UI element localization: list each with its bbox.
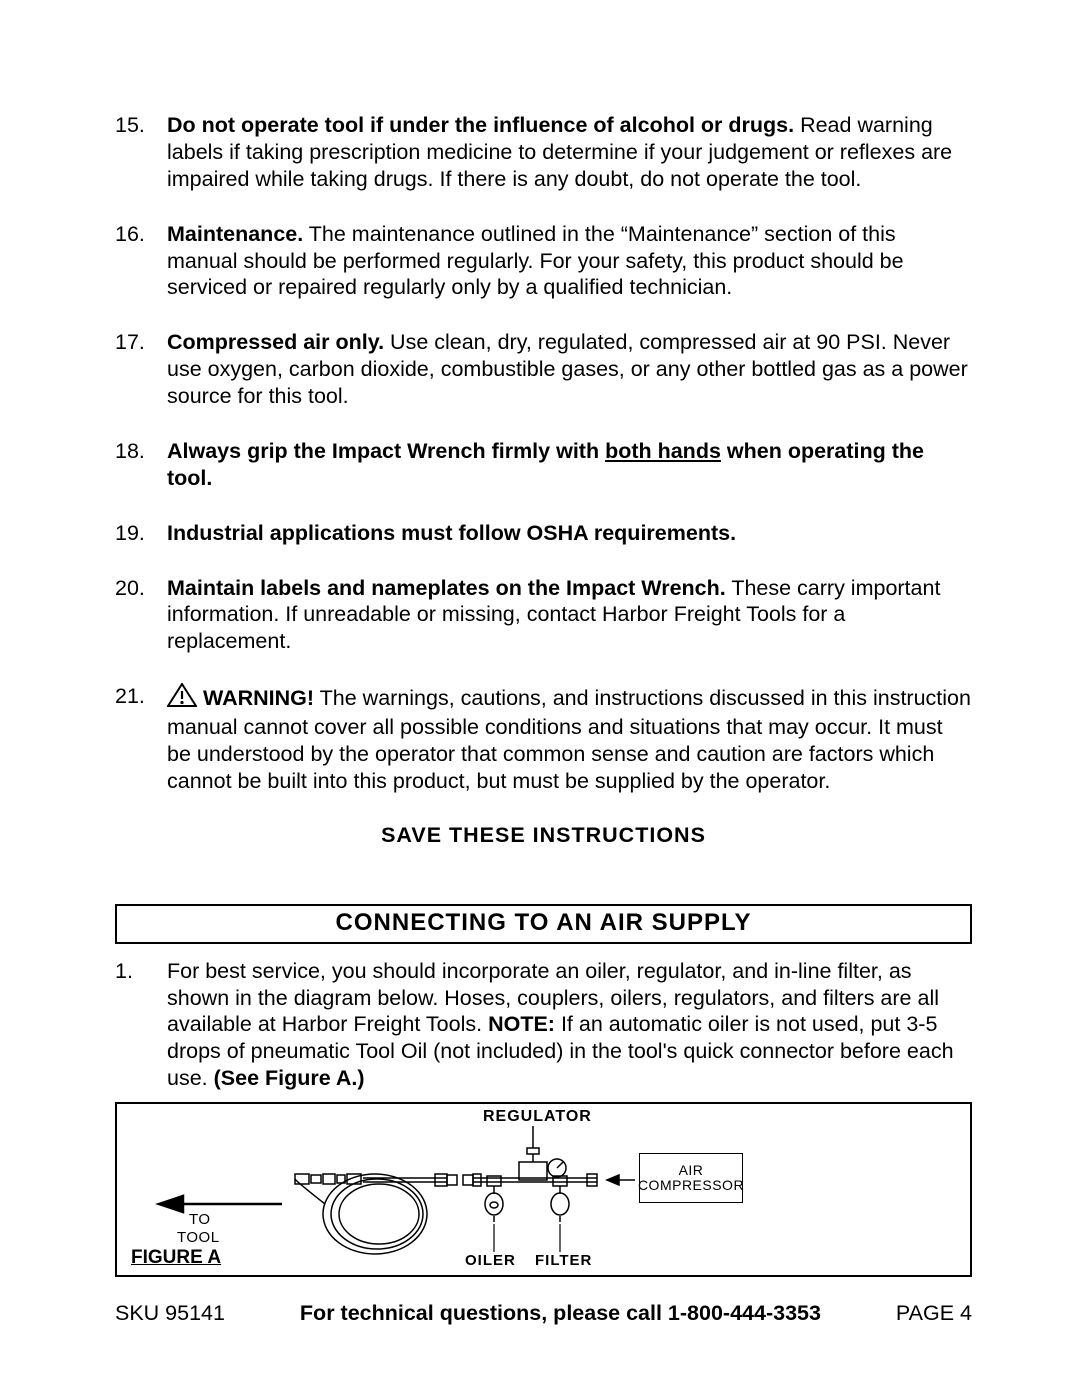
- item-bold: WARNING!: [203, 686, 314, 710]
- compressor-box: AIRCOMPRESSOR: [639, 1153, 743, 1203]
- to-label: TO: [189, 1212, 211, 1229]
- compressor-text: AIRCOMPRESSOR: [638, 1163, 744, 1194]
- item-number: 18.: [115, 438, 167, 492]
- list-item-18: 18. Always grip the Impact Wrench firmly…: [115, 438, 972, 492]
- list-item-21: 21. WARNING! The warnings, cautions, and…: [115, 683, 972, 795]
- list-item-16: 16. Maintenance. The maintenance outline…: [115, 221, 972, 302]
- item-number: 21.: [115, 683, 167, 795]
- save-instructions: SAVE THESE INSTRUCTIONS: [115, 823, 972, 848]
- sku-label: SKU 95141: [115, 1301, 225, 1326]
- figure-label: FIGURE A: [131, 1247, 221, 1269]
- tool-label: TOOL: [177, 1230, 220, 1247]
- filter-label: FILTER: [535, 1252, 592, 1269]
- item-number: 20.: [115, 575, 167, 656]
- item-body: Maintenance. The maintenance outlined in…: [167, 221, 972, 302]
- item-body: WARNING! The warnings, cautions, and ins…: [167, 683, 972, 795]
- item-body: Industrial applications must follow OSHA…: [167, 520, 972, 547]
- diagram-svg: [117, 1104, 970, 1275]
- item-bold: Do not operate tool if under the influen…: [167, 113, 794, 137]
- conn-note: NOTE:: [488, 1012, 555, 1036]
- list-item-20: 20. Maintain labels and nameplates on th…: [115, 575, 972, 656]
- item-bold: Maintenance.: [167, 222, 303, 246]
- item-underlined: both hands: [605, 439, 721, 463]
- page-footer: SKU 95141 For technical questions, pleas…: [115, 1301, 972, 1326]
- figure-a: REGULATOR: [115, 1102, 972, 1277]
- list-item-19: 19. Industrial applications must follow …: [115, 520, 972, 547]
- footer-center: For technical questions, please call 1-8…: [300, 1301, 821, 1326]
- item-number: 19.: [115, 520, 167, 547]
- item-pre: Always grip the Impact Wrench firmly wit…: [167, 439, 605, 463]
- section-title: CONNECTING TO AN AIR SUPPLY: [115, 904, 972, 944]
- item-body: Maintain labels and nameplates on the Im…: [167, 575, 972, 656]
- list-item-conn-1: 1. For best service, you should incorpor…: [115, 958, 972, 1092]
- list-item-17: 17. Compressed air only. Use clean, dry,…: [115, 329, 972, 410]
- item-body: Compressed air only. Use clean, dry, reg…: [167, 329, 972, 410]
- item-body: Always grip the Impact Wrench firmly wit…: [167, 438, 972, 492]
- item-number: 1.: [115, 958, 167, 1092]
- list-item-15: 15. Do not operate tool if under the inf…: [115, 112, 972, 193]
- item-body: Do not operate tool if under the influen…: [167, 112, 972, 193]
- item-number: 15.: [115, 112, 167, 193]
- item-number: 16.: [115, 221, 167, 302]
- oiler-label: OILER: [465, 1252, 516, 1269]
- conn-see: (See Figure A.): [214, 1066, 365, 1090]
- item-bold: Maintain labels and nameplates on the Im…: [167, 576, 726, 600]
- item-number: 17.: [115, 329, 167, 410]
- warning-icon: [167, 683, 197, 714]
- page-number: PAGE 4: [896, 1301, 972, 1326]
- item-bold: Compressed air only.: [167, 330, 384, 354]
- item-body: For best service, you should incorporate…: [167, 958, 972, 1092]
